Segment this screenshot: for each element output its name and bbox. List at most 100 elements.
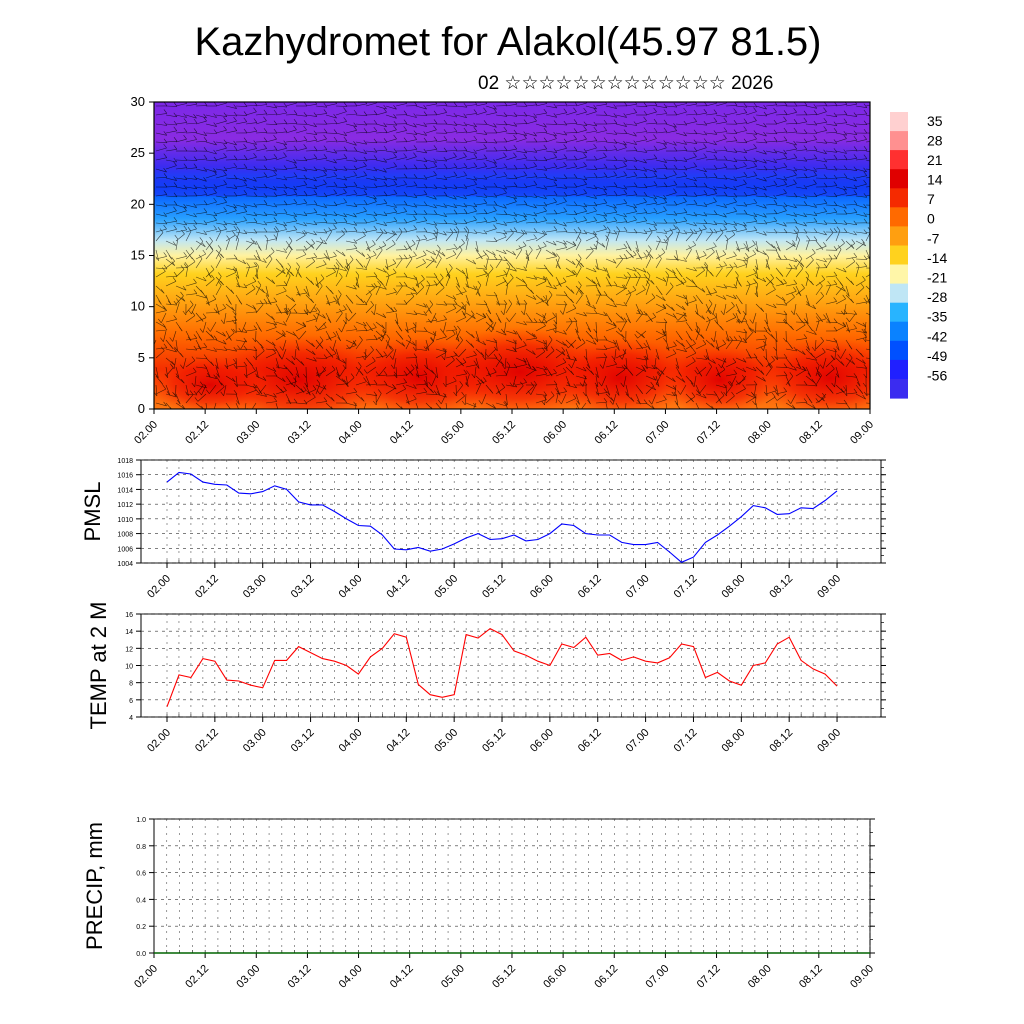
wind-barb xyxy=(615,330,625,339)
wind-barb-flag xyxy=(336,373,340,378)
wind-barb xyxy=(405,339,416,346)
wind-barb-flag xyxy=(293,190,298,195)
wind-barb xyxy=(585,339,597,345)
wind-barb-flag xyxy=(341,251,346,257)
wind-barb-flag xyxy=(163,182,168,188)
wind-barb-flag xyxy=(485,253,489,258)
wind-barb xyxy=(535,210,547,215)
wind-barb-flag xyxy=(503,171,508,177)
wind-barb xyxy=(595,193,607,197)
wind-barb-flag xyxy=(393,153,397,158)
wind-barb xyxy=(425,393,438,395)
wind-barb-flag xyxy=(839,282,844,287)
wind-barb-flag xyxy=(504,279,508,285)
wind-barb xyxy=(635,186,648,189)
wind-barb-flag xyxy=(233,225,238,231)
wind-barb-flag xyxy=(813,203,817,208)
wind-barb xyxy=(241,321,247,333)
wind-barb-flag xyxy=(646,280,650,285)
wind-barb xyxy=(285,381,297,386)
wind-barb xyxy=(805,213,817,216)
wind-barb xyxy=(855,175,867,179)
wind-barb-flag xyxy=(445,410,448,414)
wind-barb-flag xyxy=(163,121,168,126)
wind-barb xyxy=(265,258,273,269)
wind-barb xyxy=(235,177,247,182)
wind-barb-flag xyxy=(348,309,353,314)
wind-barb-flag xyxy=(493,200,498,206)
wind-barb xyxy=(255,148,267,152)
wind-barb xyxy=(405,321,409,333)
wind-barb-flag xyxy=(289,371,294,376)
wind-barb-flag xyxy=(464,274,469,279)
wind-barb-flag xyxy=(343,188,347,193)
wind-barb xyxy=(155,402,167,407)
wind-barb xyxy=(355,194,367,197)
wind-barb-flag xyxy=(198,254,203,259)
wind-barb-flag xyxy=(701,288,706,293)
wind-barb-flag xyxy=(452,250,457,255)
wind-barb-flag xyxy=(603,225,607,230)
wind-barb xyxy=(165,114,177,118)
wind-barb xyxy=(172,330,177,342)
wind-barb xyxy=(805,158,817,161)
wind-barb-flag xyxy=(693,199,698,205)
wind-barb xyxy=(755,285,759,297)
wind-barb xyxy=(245,366,248,378)
wind-barb xyxy=(505,103,517,107)
wind-barb-flag xyxy=(621,365,626,370)
wind-barb-flag xyxy=(313,146,318,151)
wind-barb xyxy=(645,275,651,287)
wind-barb xyxy=(325,271,336,278)
wind-barb-flag xyxy=(372,240,376,245)
wind-barb xyxy=(595,357,608,359)
wind-barb-flag xyxy=(193,135,197,140)
wind-barb-flag xyxy=(457,325,461,331)
wind-barb xyxy=(225,357,228,369)
wind-barb-flag xyxy=(703,355,708,360)
wind-barb-flag xyxy=(683,216,688,222)
wind-barb xyxy=(715,167,727,170)
wind-barb xyxy=(175,239,179,251)
wind-barb xyxy=(785,296,795,305)
wind-barb xyxy=(385,114,397,119)
wind-barb xyxy=(825,195,838,198)
wind-barb-flag xyxy=(573,217,578,222)
wind-barb-flag xyxy=(412,328,416,334)
wind-barb-flag xyxy=(473,122,477,127)
wind-barb-flag xyxy=(169,363,174,368)
wind-barb-flag xyxy=(313,208,318,213)
wind-barb xyxy=(795,258,803,269)
wind-barb xyxy=(835,138,847,143)
wind-barb xyxy=(495,150,508,152)
wind-barb-flag xyxy=(210,334,215,339)
wind-barb xyxy=(815,320,820,332)
wind-barb xyxy=(325,335,337,341)
wind-barb-flag xyxy=(355,271,360,276)
wind-barb-flag xyxy=(863,135,867,140)
wind-barb xyxy=(625,132,637,137)
wind-barb-flag xyxy=(182,310,187,316)
wind-barb-flag xyxy=(606,391,611,396)
wind-barb xyxy=(677,312,687,321)
wind-barb-flag xyxy=(483,120,488,125)
wind-barb-flag xyxy=(523,341,527,346)
wind-barb xyxy=(805,240,818,242)
wind-barb xyxy=(725,305,735,314)
wind-barb xyxy=(415,132,427,136)
wind-barb-flag xyxy=(693,182,698,187)
wind-barb xyxy=(425,231,437,235)
wind-barb xyxy=(425,304,434,314)
wind-barb-flag xyxy=(313,230,317,236)
wind-barb xyxy=(845,240,855,249)
wind-barb xyxy=(185,222,197,225)
wind-barb-flag xyxy=(783,255,788,260)
wind-barb xyxy=(155,256,167,260)
wind-barb xyxy=(805,132,818,134)
wind-barb xyxy=(205,312,218,314)
wind-barb xyxy=(655,399,667,404)
wind-barb-flag xyxy=(843,185,847,191)
wind-barb xyxy=(485,105,497,110)
wind-barb xyxy=(405,156,417,161)
wind-barb xyxy=(195,132,207,136)
